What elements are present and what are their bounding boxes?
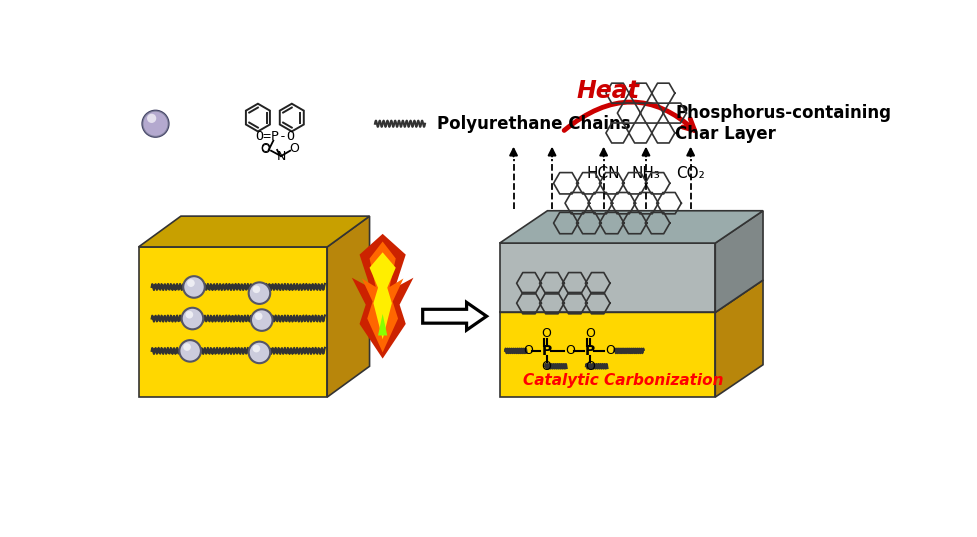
Text: NH₃: NH₃ [631,165,659,180]
Polygon shape [714,211,762,313]
Polygon shape [327,216,369,397]
Circle shape [179,340,200,361]
Polygon shape [714,280,762,397]
Circle shape [186,311,193,318]
Polygon shape [139,216,369,247]
Polygon shape [499,280,762,313]
Text: Phosphorus-containing
Char Layer: Phosphorus-containing Char Layer [674,104,890,143]
Polygon shape [422,302,487,330]
Text: Heat: Heat [576,79,639,104]
Circle shape [187,279,194,287]
Text: O: O [541,328,551,340]
Text: O: O [584,328,594,340]
Circle shape [143,111,168,137]
Circle shape [248,282,270,304]
Text: O: O [584,360,594,373]
Circle shape [179,340,200,361]
Polygon shape [139,247,327,397]
Text: O=P-O: O=P-O [255,129,294,142]
Circle shape [252,345,260,352]
Text: P: P [541,344,551,358]
Circle shape [182,308,203,329]
Polygon shape [361,242,404,352]
Text: Catalytic Carbonization: Catalytic Carbonization [522,373,722,388]
Circle shape [183,276,204,297]
Circle shape [143,111,168,137]
Polygon shape [499,243,714,313]
Text: O: O [523,344,532,358]
Text: N: N [276,150,285,163]
Text: O: O [289,142,299,155]
Circle shape [182,308,203,329]
Text: O: O [604,344,615,358]
Polygon shape [499,211,762,243]
Circle shape [248,282,270,304]
Polygon shape [352,234,413,359]
Text: O: O [261,143,271,156]
Text: P: P [584,344,594,358]
Polygon shape [378,314,387,336]
Circle shape [255,313,262,320]
Text: O: O [261,142,271,155]
Polygon shape [369,252,396,339]
Circle shape [248,342,270,363]
Circle shape [251,309,273,331]
Polygon shape [499,313,714,397]
Text: O: O [541,360,551,373]
Text: Polyurethane Chains: Polyurethane Chains [436,115,629,133]
Circle shape [252,286,260,293]
Circle shape [183,343,191,351]
Circle shape [147,114,156,123]
Text: CO₂: CO₂ [675,165,704,180]
Circle shape [251,309,273,331]
Circle shape [248,342,270,363]
Circle shape [183,276,204,297]
Text: HCN: HCN [586,165,619,180]
Text: O: O [565,344,574,358]
